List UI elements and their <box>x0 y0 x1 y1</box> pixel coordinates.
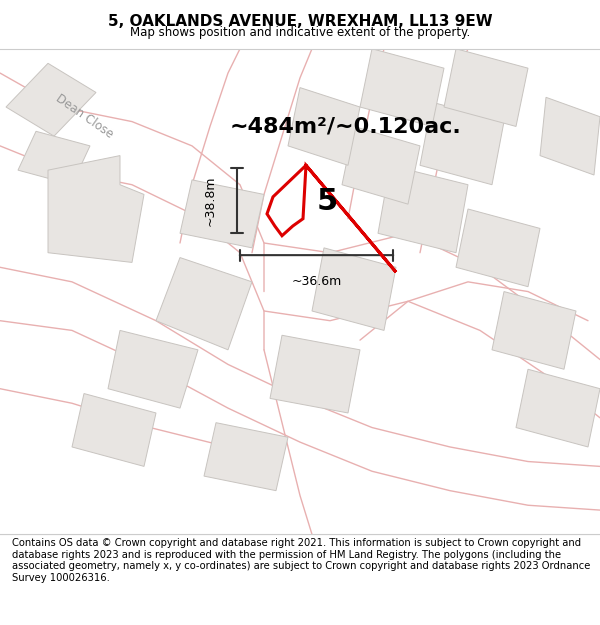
Text: 5: 5 <box>316 188 338 216</box>
Polygon shape <box>48 156 144 262</box>
Polygon shape <box>6 63 96 136</box>
Polygon shape <box>288 88 360 165</box>
Polygon shape <box>204 422 288 491</box>
Polygon shape <box>156 258 252 350</box>
Text: 5, OAKLANDS AVENUE, WREXHAM, LL13 9EW: 5, OAKLANDS AVENUE, WREXHAM, LL13 9EW <box>107 14 493 29</box>
Text: Dean Close: Dean Close <box>53 92 115 141</box>
Text: ~484m²/~0.120ac.: ~484m²/~0.120ac. <box>229 116 461 136</box>
Polygon shape <box>360 49 444 126</box>
Polygon shape <box>108 331 198 408</box>
Polygon shape <box>342 126 420 204</box>
Polygon shape <box>270 335 360 413</box>
Polygon shape <box>492 291 576 369</box>
Polygon shape <box>72 394 156 466</box>
Polygon shape <box>180 180 264 248</box>
Polygon shape <box>456 209 540 287</box>
Polygon shape <box>444 49 528 126</box>
Text: ~36.6m: ~36.6m <box>292 276 341 288</box>
Text: Map shows position and indicative extent of the property.: Map shows position and indicative extent… <box>130 26 470 39</box>
Polygon shape <box>378 165 468 252</box>
Text: Contains OS data © Crown copyright and database right 2021. This information is : Contains OS data © Crown copyright and d… <box>12 538 590 582</box>
Text: ~38.8m: ~38.8m <box>203 175 217 226</box>
Polygon shape <box>516 369 600 447</box>
Polygon shape <box>18 131 90 185</box>
Polygon shape <box>420 102 504 185</box>
Polygon shape <box>540 98 600 175</box>
Polygon shape <box>312 248 396 331</box>
